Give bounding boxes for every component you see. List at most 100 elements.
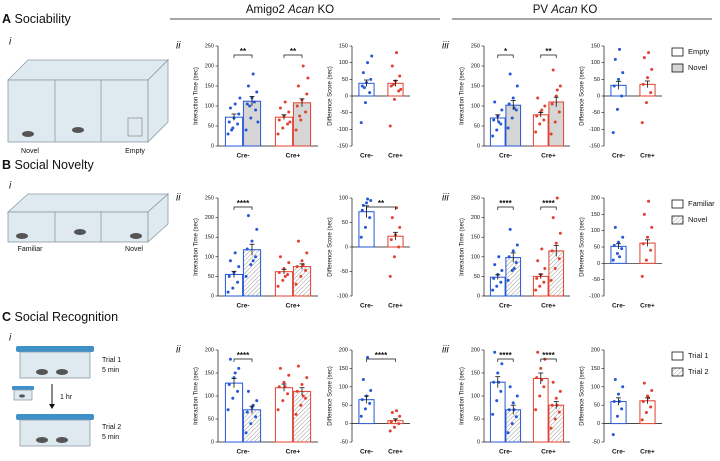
x-tick-label: Cre+	[541, 303, 556, 310]
data-point	[611, 258, 615, 262]
bar	[489, 381, 506, 443]
legend-swatch	[671, 47, 684, 57]
data-point	[360, 208, 364, 212]
significance-label: **	[378, 199, 385, 208]
data-point	[493, 263, 497, 267]
data-point	[227, 383, 231, 386]
x-tick-label: Cre-	[360, 303, 373, 310]
data-point	[650, 388, 654, 392]
data-point	[511, 401, 515, 405]
y-axis-label: Interaction Time (sec)	[460, 218, 466, 276]
y-axis-label: Difference Score (sec)	[580, 217, 586, 277]
data-point	[299, 274, 303, 278]
y-tick-label: -100	[337, 293, 348, 299]
y-axis-label: Difference Score (sec)	[328, 366, 334, 426]
x-tick-label: Cre+	[286, 449, 301, 456]
data-point	[389, 238, 393, 242]
data-point	[549, 278, 553, 282]
data-point	[249, 263, 253, 267]
significance-label: **	[240, 47, 247, 56]
data-point	[499, 389, 503, 393]
y-tick-label: -150	[337, 143, 348, 149]
y-tick-label: 0	[597, 93, 600, 99]
data-point	[388, 124, 392, 128]
y-axis-label: Difference Score (sec)	[580, 366, 586, 426]
data-point	[388, 429, 392, 433]
y-tick-label: -50	[592, 439, 600, 445]
significance-bracket	[540, 358, 557, 362]
chart: -50 0 50 100 150 200 Difference Score (sec) Cre…	[580, 347, 662, 456]
data-point	[361, 203, 365, 207]
y-axis-label: Interaction Time (sec)	[460, 367, 466, 425]
chart: -100 -50 0 50 100 Difference Score (sec) Cre- C…	[328, 195, 410, 310]
data-point	[369, 77, 373, 81]
data-point	[238, 96, 242, 100]
y-tick-label: 150	[471, 235, 480, 241]
data-point	[642, 212, 646, 216]
significance-bracket	[283, 54, 303, 58]
data-point	[388, 274, 392, 278]
data-point	[390, 64, 394, 68]
x-tick-label: Cre+	[388, 153, 403, 160]
x-tick-label: Cre-	[612, 449, 625, 456]
header-part: Amigo2	[246, 4, 288, 16]
data-point	[611, 131, 615, 135]
data-point	[256, 120, 260, 124]
panel-numeral: ii	[176, 41, 181, 52]
y-tick-label: 0	[597, 421, 600, 427]
chart: iii 0 50 100 150 200 250 Interaction Time (sec)…	[442, 41, 570, 160]
data-point	[542, 118, 546, 122]
data-point	[369, 198, 373, 202]
bar	[505, 409, 522, 443]
y-tick-label: 0	[477, 293, 480, 299]
y-tick-label: 100	[591, 60, 600, 66]
data-point	[287, 261, 291, 265]
data-point	[617, 77, 620, 81]
data-point	[493, 350, 497, 354]
data-point	[492, 276, 496, 280]
data-point	[277, 118, 281, 122]
bar	[274, 271, 294, 297]
data-point	[615, 107, 619, 111]
y-tick-label: -50	[340, 269, 348, 275]
data-point	[359, 414, 363, 418]
data-point	[508, 385, 512, 389]
y-tick-label: 100	[205, 254, 214, 260]
y-tick-label: 150	[591, 366, 600, 372]
data-point	[640, 121, 644, 125]
data-point	[558, 389, 562, 393]
data-point	[553, 417, 557, 421]
x-tick-label: Cre+	[541, 153, 556, 160]
y-tick-label: 0	[597, 261, 600, 267]
data-point	[508, 227, 512, 231]
data-point	[397, 245, 401, 249]
header-part: KO	[314, 4, 334, 16]
data-point	[397, 422, 401, 426]
panel-numeral: ii	[176, 345, 181, 356]
legend-label: Trial 2	[688, 367, 709, 376]
panel-numeral: i	[9, 181, 12, 192]
header-part: Acan	[550, 4, 577, 16]
data-point	[283, 385, 287, 389]
data-point	[640, 274, 644, 278]
data-point	[395, 51, 399, 55]
data-point	[251, 259, 255, 263]
data-point	[549, 426, 553, 430]
y-tick-label: 150	[591, 212, 600, 218]
significance-label: ****	[499, 199, 512, 208]
significance-label: **	[290, 47, 297, 56]
legend-label: Familiar	[688, 199, 715, 208]
schematic-label: Novel	[125, 246, 143, 253]
data-point	[534, 408, 538, 412]
data-point	[255, 90, 259, 94]
data-point	[641, 400, 645, 404]
legend-swatch	[671, 199, 684, 209]
legend-swatch	[671, 351, 684, 361]
data-point	[620, 407, 624, 411]
data-point	[491, 288, 495, 292]
data-point	[612, 243, 616, 247]
data-point	[613, 377, 617, 381]
data-point	[249, 116, 253, 120]
data-point	[536, 96, 540, 100]
data-point	[245, 410, 249, 414]
